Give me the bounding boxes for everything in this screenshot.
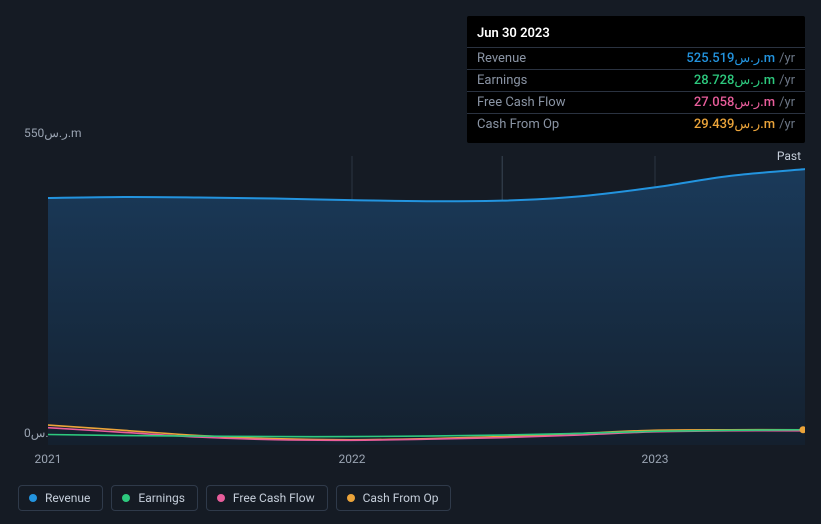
legend-item[interactable]: Free Cash Flow (206, 485, 328, 511)
tooltip-row: Revenue 525.519ر.س.m/yr (467, 47, 805, 69)
y-axis-max-label: 550ر.س.m (0, 126, 82, 140)
tooltip-metric-value: 29.439ر.س.m/yr (694, 117, 795, 132)
tooltip-metric-label: Earnings (477, 73, 527, 88)
chart-tooltip: Jun 30 2023 Revenue 525.519ر.س.m/yr Earnin… (467, 16, 805, 143)
legend-item[interactable]: Revenue (18, 485, 103, 511)
chart-svg (48, 156, 805, 445)
x-axis-tick: 2021 (35, 452, 62, 466)
legend-item[interactable]: Earnings (111, 485, 198, 511)
legend: Revenue Earnings Free Cash Flow Cash From O… (18, 485, 451, 511)
x-axis-tick: 2023 (642, 452, 669, 466)
legend-label: Free Cash Flow (233, 491, 315, 505)
tooltip-metric-value: 525.519ر.س.m/yr (686, 51, 795, 66)
past-label: Past (777, 149, 801, 163)
tooltip-metric-label: Cash From Op (477, 117, 559, 132)
tooltip-date: Jun 30 2023 (467, 24, 805, 47)
legend-dot-icon (347, 494, 355, 502)
tooltip-metric-value: 28.728ر.س.m/yr (694, 73, 795, 88)
legend-item[interactable]: Cash From Op (336, 485, 452, 511)
tooltip-metric-value: 27.058ر.س.m/yr (694, 95, 795, 110)
legend-label: Cash From Op (363, 491, 439, 505)
x-axis: 2021 2022 2023 (0, 452, 821, 466)
x-axis-tick: 2022 (339, 452, 366, 466)
legend-label: Earnings (138, 491, 185, 505)
legend-dot-icon (122, 494, 130, 502)
tooltip-row: Cash From Op 29.439ر.س.m/yr (467, 113, 805, 135)
legend-dot-icon (217, 494, 225, 502)
chart-plot-area[interactable] (48, 156, 805, 445)
tooltip-row: Earnings 28.728ر.س.m/yr (467, 69, 805, 91)
legend-label: Revenue (45, 491, 90, 505)
legend-dot-icon (29, 494, 37, 502)
tooltip-metric-label: Revenue (477, 51, 526, 66)
tooltip-row: Free Cash Flow 27.058ر.س.m/yr (467, 91, 805, 113)
tooltip-metric-label: Free Cash Flow (477, 95, 565, 110)
